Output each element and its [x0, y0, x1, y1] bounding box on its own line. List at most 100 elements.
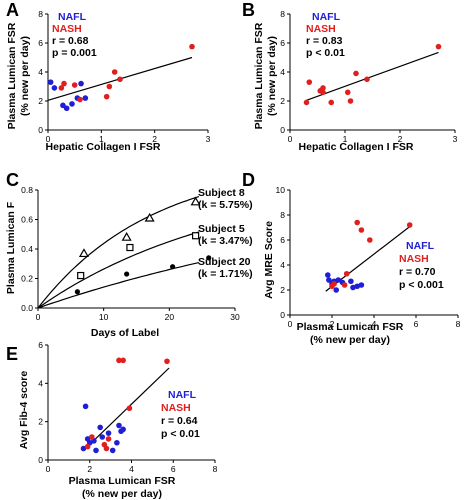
y-tick-label: 0.6: [21, 215, 33, 225]
nash-point: [120, 357, 126, 364]
curve-label-subject-8: Subject 8: [198, 187, 245, 199]
x-axis-title-d-line-2: (% new per day): [310, 334, 390, 346]
y-tick-label: 0: [280, 310, 285, 320]
nafl-point: [354, 283, 361, 290]
y-tick-label: 0.4: [21, 244, 33, 254]
panel-e: E Avg Fib-4 score Plasma Lumican FSR (% …: [6, 340, 218, 500]
nafl-point: [97, 424, 103, 431]
x-tick-label: 2: [398, 134, 403, 144]
y-tick-label: 6: [38, 340, 43, 350]
nafl-point: [63, 105, 70, 112]
y-tick-label: 2: [280, 96, 285, 106]
nash-point: [306, 79, 313, 85]
curve-k-subject-5: (k = 3.47%): [198, 235, 253, 247]
y-tick-label: 4: [280, 260, 285, 270]
nash-point: [71, 82, 78, 88]
nash-point: [89, 434, 95, 440]
nash-point: [189, 43, 195, 50]
triangle-point: [190, 196, 201, 206]
x-tick-label: 1: [343, 134, 348, 144]
regression-line: [306, 51, 439, 101]
nash-point: [103, 445, 110, 452]
nafl-point: [116, 422, 122, 429]
nash-point: [341, 282, 348, 288]
x-tick-label: 10: [99, 312, 109, 322]
nafl-point: [51, 85, 58, 91]
y-tick-label: 6: [280, 235, 285, 245]
y-axis-title-line-2: (% new per day): [19, 36, 31, 116]
nafl-point: [335, 277, 342, 283]
y-tick-label: 6: [38, 38, 43, 48]
y-axis-title-line-1: Plasma Lumican FSR: [6, 22, 18, 129]
triangle-point: [78, 248, 90, 258]
circle-point: [206, 255, 212, 261]
y-tick-label: 2: [280, 285, 285, 295]
y-tick-label: 8: [280, 210, 285, 220]
y-tick-label: 6: [280, 38, 285, 48]
nafl-point: [82, 403, 89, 410]
x-tick-label: 30: [230, 312, 240, 322]
nash-point: [84, 443, 91, 450]
regression-line: [83, 367, 170, 451]
panel-b: B Plasma Lumican FSR (% new per day) Hep…: [242, 0, 458, 153]
panel-c: C Plasma Lumican F Days of Label 0 10 20 30…: [5, 170, 253, 339]
y-tick-label: 0: [280, 125, 285, 135]
triangle-point: [144, 212, 155, 222]
y-axis-title-d: Avg MRE Score: [263, 221, 275, 299]
nafl-point: [333, 287, 340, 293]
nash-point: [358, 227, 365, 233]
legend-nafl-a: NAFL: [58, 11, 87, 23]
square-point: [77, 271, 85, 280]
triangle-point: [121, 231, 132, 241]
panel-label-c: C: [6, 170, 19, 190]
x-tick-label: 6: [414, 319, 419, 329]
y-tick-label: 0.0: [21, 303, 33, 313]
x-axis-title-b: Hepatic Collagen I FSR: [299, 141, 414, 153]
y-tick-label: 4: [280, 67, 285, 77]
y-axis-title-line-1: Plasma Lumican FSR: [253, 22, 265, 129]
nafl-point: [69, 101, 75, 107]
nafl-point: [325, 272, 331, 278]
stat-r-b: r = 0.83: [306, 35, 343, 47]
nafl-point: [120, 426, 126, 433]
nafl-point: [105, 430, 112, 436]
y-tick-label: 4: [38, 67, 43, 77]
x-axis-title-a: Hepatic Collagen I FSR: [46, 141, 161, 153]
legend-d: NAFL NASH r = 0.70 p < 0.001: [399, 240, 444, 291]
legend-e: NAFL NASH r = 0.64 p < 0.01: [161, 389, 200, 440]
legend-nash-d: NASH: [399, 253, 429, 265]
nash-point: [105, 436, 112, 442]
nafl-point: [326, 277, 332, 283]
x-axis-title-e-line-1: Plasma Lumican FSR: [69, 475, 176, 487]
curve-k-subject-20: (k = 1.71%): [198, 268, 253, 280]
nafl-point: [99, 434, 106, 440]
x-tick-label: 0: [36, 312, 41, 322]
y-tick-label: 8: [38, 9, 43, 19]
x-tick-label: 2: [152, 134, 157, 144]
panel-label-e: E: [6, 344, 18, 364]
x-tick-label: 3: [453, 134, 458, 144]
x-tick-label: 0: [288, 134, 293, 144]
y-tick-label: 2: [38, 417, 43, 427]
nash-point: [103, 93, 110, 100]
x-tick-label: 8: [213, 464, 218, 474]
panel-d: D Avg MRE Score Plasma Lumican FSR (% ne…: [242, 170, 461, 346]
nash-point: [126, 405, 133, 412]
legend-a: NAFL NASH r = 0.68 p = 0.001: [52, 11, 97, 59]
nash-point: [344, 89, 351, 96]
y-tick-label: 2: [38, 96, 43, 106]
nash-point: [320, 89, 326, 96]
nafl-point: [47, 79, 54, 85]
x-tick-label: 2: [330, 319, 335, 329]
nash-point: [111, 69, 118, 75]
curve-label-subject-20: Subject 20: [198, 256, 251, 268]
stat-r-e: r = 0.64: [161, 415, 198, 427]
y-axis-title-c: Plasma Lumican F: [5, 201, 17, 294]
nash-point: [303, 99, 310, 106]
nafl-point: [82, 95, 89, 101]
curve-label-subject-5: Subject 5: [198, 223, 245, 235]
fit-curve-subject-8: [37, 196, 200, 309]
nafl-point: [78, 80, 84, 87]
nash-point: [364, 76, 370, 83]
